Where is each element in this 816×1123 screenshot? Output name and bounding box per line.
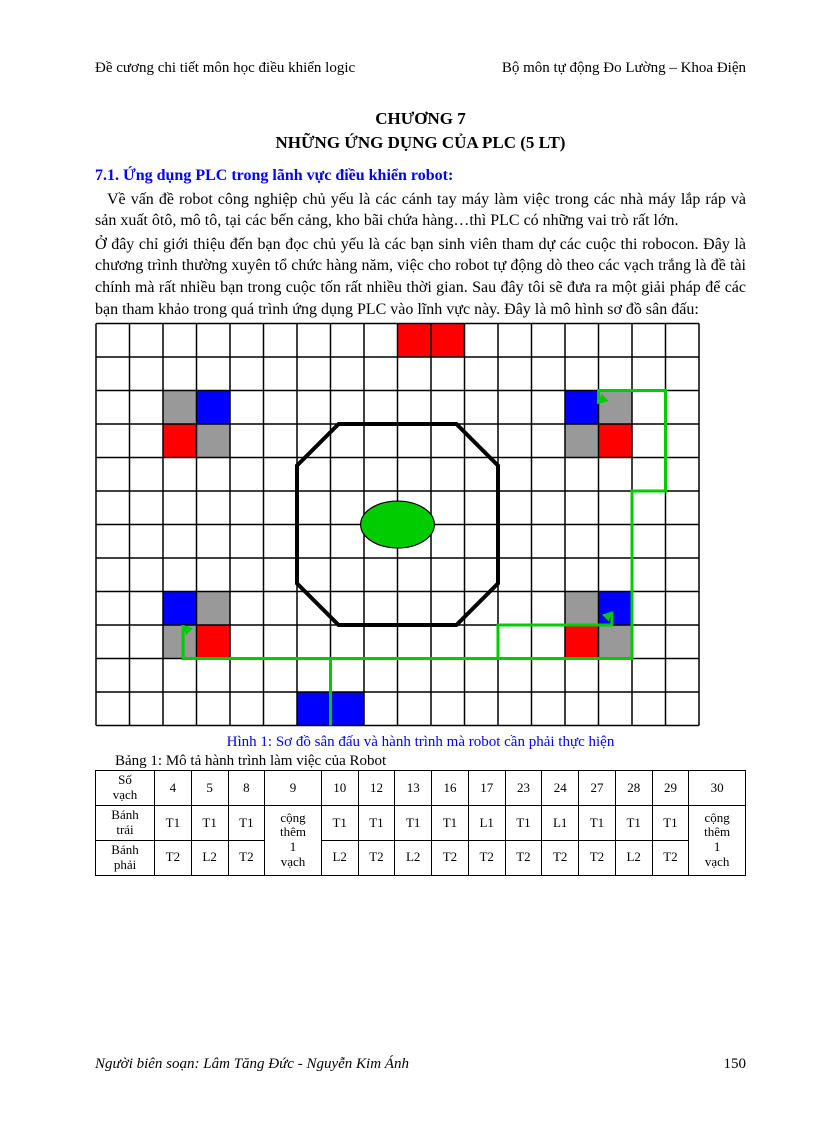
table-cell: T1: [579, 806, 616, 841]
chapter-name: NHỮNG ỨNG DỤNG CỦA PLC (5 LT): [95, 131, 746, 155]
table-cell: T1: [358, 806, 395, 841]
table-cell: T2: [579, 840, 616, 875]
col-header: 13: [395, 771, 432, 806]
table-cell: L2: [191, 840, 228, 875]
arena-diagram: [95, 322, 700, 732]
col-header: 12: [358, 771, 395, 806]
chapter-title: CHƯƠNG 7 NHỮNG ỨNG DỤNG CỦA PLC (5 LT): [95, 107, 746, 155]
col-header: 17: [468, 771, 505, 806]
table-caption: Bảng 1: Mô tả hành trình làm việc của Ro…: [115, 753, 746, 770]
col-header: 24: [542, 771, 579, 806]
col-header: 16: [432, 771, 469, 806]
footer-author: Người biên soạn: Lâm Tăng Đức - Nguyễn K…: [95, 1056, 409, 1073]
table-cell: T2: [155, 840, 192, 875]
page-number: 150: [724, 1056, 747, 1073]
paragraph-2: Ở đây chỉ giới thiệu đến bạn đọc chủ yếu…: [95, 234, 746, 320]
table-cell: T2: [358, 840, 395, 875]
col-header: 4: [155, 771, 192, 806]
table-cell: cộngthêm1vạch: [265, 806, 322, 876]
row-header: Sốvạch: [96, 771, 155, 806]
table-cell: T2: [652, 840, 689, 875]
col-header: 28: [615, 771, 652, 806]
chapter-number: CHƯƠNG 7: [95, 107, 746, 131]
table-cell: T2: [542, 840, 579, 875]
journey-table: Sốvạch45891012131617232427282930 Bánhtrái…: [95, 770, 746, 876]
row-header: Bánhphải: [96, 840, 155, 875]
col-header: 5: [191, 771, 228, 806]
table-cell: T1: [505, 806, 542, 841]
header-right: Bộ môn tự động Đo Lường – Khoa Điện: [502, 60, 746, 77]
paragraph-1: Về vấn đề robot công nghiệp chủ yếu là c…: [95, 189, 746, 232]
table-cell: T2: [505, 840, 542, 875]
table-cell: L2: [321, 840, 358, 875]
col-header: 8: [228, 771, 265, 806]
col-header: 10: [321, 771, 358, 806]
header-left: Đề cương chi tiết môn học điều khiển log…: [95, 60, 355, 77]
col-header: 27: [579, 771, 616, 806]
table-cell: T2: [228, 840, 265, 875]
figure-caption: Hình 1: Sơ đồ sân đấu và hành trình mà r…: [95, 734, 746, 751]
table-cell: T1: [191, 806, 228, 841]
table-cell: T1: [615, 806, 652, 841]
row-header: Bánhtrái: [96, 806, 155, 841]
table-cell: T1: [228, 806, 265, 841]
table-cell: L1: [542, 806, 579, 841]
table-cell: L1: [468, 806, 505, 841]
table-cell: T1: [652, 806, 689, 841]
table-cell: L2: [395, 840, 432, 875]
section-heading: 7.1. Ứng dụng PLC trong lãnh vực điều kh…: [95, 167, 746, 185]
table-cell: T1: [395, 806, 432, 841]
table-cell: T1: [432, 806, 469, 841]
table-cell: T1: [155, 806, 192, 841]
table-cell: cộngthêm1vạch: [689, 806, 746, 876]
col-header: 9: [265, 771, 322, 806]
table-cell: T2: [432, 840, 469, 875]
col-header: 23: [505, 771, 542, 806]
col-header: 29: [652, 771, 689, 806]
table-cell: T1: [321, 806, 358, 841]
table-cell: L2: [615, 840, 652, 875]
table-cell: T2: [468, 840, 505, 875]
col-header: 30: [689, 771, 746, 806]
